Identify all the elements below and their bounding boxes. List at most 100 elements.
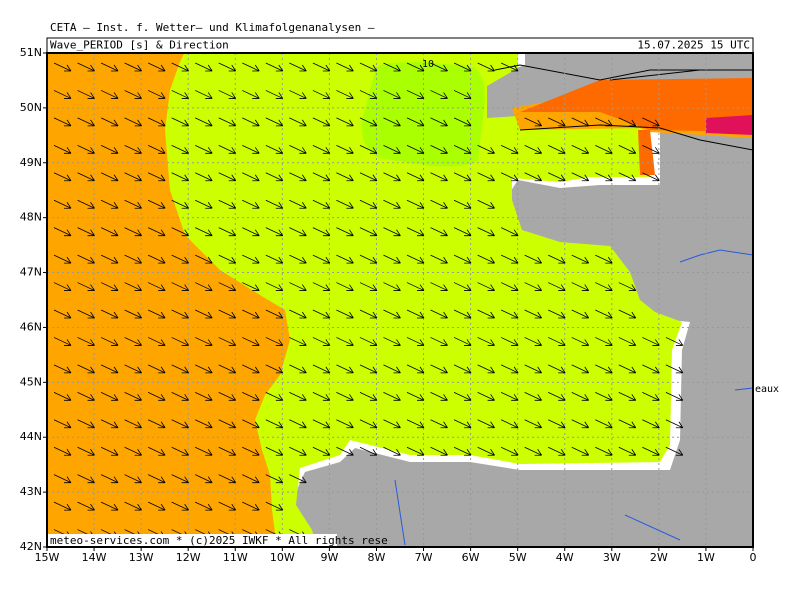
direction-arrow (430, 90, 448, 99)
direction-arrow (571, 337, 590, 346)
direction-arrow (147, 309, 166, 319)
direction-arrow (618, 309, 637, 319)
direction-arrow (548, 419, 566, 429)
direction-arrow (289, 62, 307, 72)
direction-arrow (100, 474, 119, 484)
direction-arrow (500, 144, 519, 154)
direction-arrow (595, 364, 613, 374)
direction-arrow (195, 117, 213, 127)
direction-arrow (595, 254, 613, 264)
lat-label: 45N (20, 375, 42, 388)
direction-arrow (618, 419, 637, 429)
direction-arrow (383, 309, 401, 319)
direction-arrow (124, 309, 142, 319)
sea-period-12s (47, 53, 290, 547)
lon-label: 14W (82, 551, 107, 564)
direction-arrow (147, 117, 166, 127)
direction-arrow (406, 364, 425, 374)
direction-arrow (195, 446, 213, 456)
direction-arrow (171, 172, 189, 182)
direction-arrow (53, 117, 72, 127)
direction-arrow (77, 446, 95, 456)
direction-arrow (359, 90, 378, 99)
lat-label: 51N (20, 46, 42, 59)
direction-arrow (571, 391, 590, 401)
direction-arrow (383, 446, 401, 456)
direction-arrow (618, 144, 637, 154)
direction-arrow (642, 117, 660, 127)
direction-arrow (618, 117, 637, 127)
direction-arrow (595, 117, 613, 127)
direction-arrow (195, 172, 213, 182)
direction-arrow (383, 199, 401, 209)
direction-arrow (218, 227, 237, 237)
direction-arrow (289, 309, 307, 319)
direction-arrow (477, 282, 495, 291)
direction-arrow (100, 90, 119, 99)
direction-arrow (171, 474, 189, 484)
direction-arrow (242, 227, 260, 237)
direction-arrow (595, 282, 613, 291)
direction-arrow (453, 144, 472, 154)
direction-arrow (312, 446, 331, 456)
direction-arrow (218, 309, 237, 319)
direction-arrow (147, 62, 166, 72)
direction-arrow (218, 254, 237, 264)
direction-arrow (77, 364, 95, 374)
direction-arrow (289, 90, 307, 99)
direction-arrow (289, 144, 307, 154)
direction-arrow (195, 282, 213, 291)
direction-arrow (595, 419, 613, 429)
direction-arrow (265, 391, 284, 401)
direction-arrow (359, 172, 378, 182)
direction-arrow (477, 199, 495, 209)
direction-arrow (265, 227, 284, 237)
direction-arrow (147, 391, 166, 401)
direction-arrow (336, 282, 354, 291)
direction-arrow (406, 144, 425, 154)
lat-label: 44N (20, 430, 42, 443)
direction-arrow (124, 144, 142, 154)
direction-arrow (548, 282, 566, 291)
direction-arrow (312, 254, 331, 264)
map-frame (46, 52, 754, 548)
direction-arrow (171, 501, 189, 511)
direction-arrow (53, 90, 72, 99)
direction-arrow (195, 254, 213, 264)
direction-arrow (453, 172, 472, 182)
direction-arrow (453, 117, 472, 127)
direction-arrow (312, 282, 331, 291)
direction-arrow (336, 419, 354, 429)
lon-label: 6W (462, 551, 480, 564)
direction-arrow (477, 62, 495, 72)
direction-arrow (595, 172, 613, 182)
direction-arrow (595, 337, 613, 346)
direction-arrow (477, 446, 495, 456)
direction-arrow (53, 309, 72, 319)
lat-label: 42N (20, 540, 42, 553)
direction-arrow (124, 199, 142, 209)
direction-arrow (359, 199, 378, 209)
direction-arrow (242, 254, 260, 264)
direction-arrow (242, 391, 260, 401)
direction-arrow (77, 227, 95, 237)
direction-arrow (500, 62, 519, 72)
direction-arrow (477, 419, 495, 429)
direction-arrow (312, 90, 331, 99)
direction-arrow (336, 62, 354, 72)
direction-arrow (124, 227, 142, 237)
direction-arrow (195, 474, 213, 484)
direction-arrow (665, 337, 684, 346)
parameter-title: Wave_PERIOD [s] & Direction (50, 39, 229, 52)
direction-arrow (312, 62, 331, 72)
direction-arrow (265, 446, 284, 456)
direction-arrow (218, 391, 237, 401)
direction-arrow (642, 144, 660, 154)
direction-arrow (453, 364, 472, 374)
direction-arrow (147, 144, 166, 154)
direction-arrow (242, 309, 260, 319)
lon-label: 5W (509, 551, 527, 564)
direction-arrow (100, 364, 119, 374)
coastline (494, 64, 753, 81)
direction-arrow (595, 144, 613, 154)
